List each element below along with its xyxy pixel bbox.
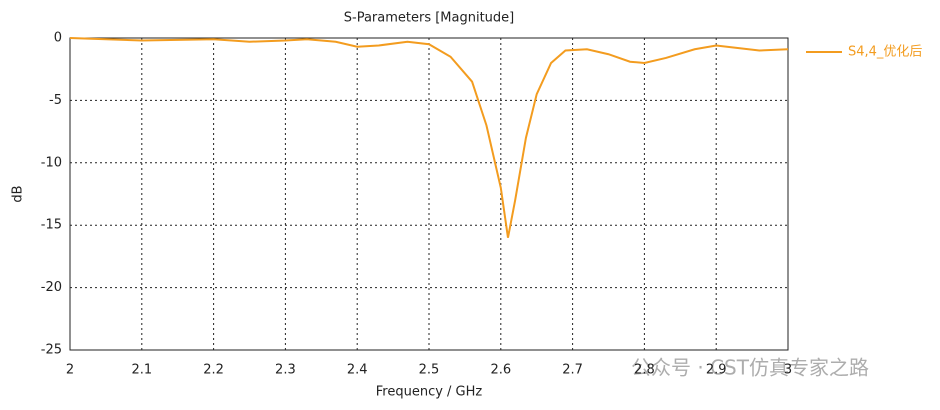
x-tick-label: 2.5 <box>419 363 440 378</box>
legend-label: S4,4_优化后 <box>848 45 922 60</box>
x-tick-label: 2.7 <box>562 363 583 378</box>
y-tick-label: -5 <box>49 93 62 108</box>
x-tick-label: 2 <box>66 363 74 378</box>
watermark: 公众号 · CST仿真专家之路 <box>631 356 869 380</box>
x-tick-label: 2.6 <box>490 363 511 378</box>
x-tick-label: 2.9 <box>706 363 727 378</box>
x-tick-label: 2.4 <box>347 363 368 378</box>
y-tick-label: -10 <box>41 155 62 170</box>
x-axis-label: Frequency / GHz <box>376 385 483 400</box>
x-tick-label: 2.8 <box>634 363 655 378</box>
y-axis-label: dB <box>11 185 26 202</box>
y-tick-label: -20 <box>41 280 62 295</box>
y-tick-label: 0 <box>54 31 62 46</box>
y-tick-label: -15 <box>41 218 62 233</box>
x-tick-label: 2.3 <box>275 363 296 378</box>
chart-title: S-Parameters [Magnitude] <box>344 11 515 26</box>
x-tick-label: 3 <box>784 363 792 378</box>
x-tick-label: 2.1 <box>131 363 152 378</box>
data-line <box>69 37 789 238</box>
x-tick-label: 2.2 <box>203 363 224 378</box>
y-tick-label: -25 <box>41 343 62 358</box>
